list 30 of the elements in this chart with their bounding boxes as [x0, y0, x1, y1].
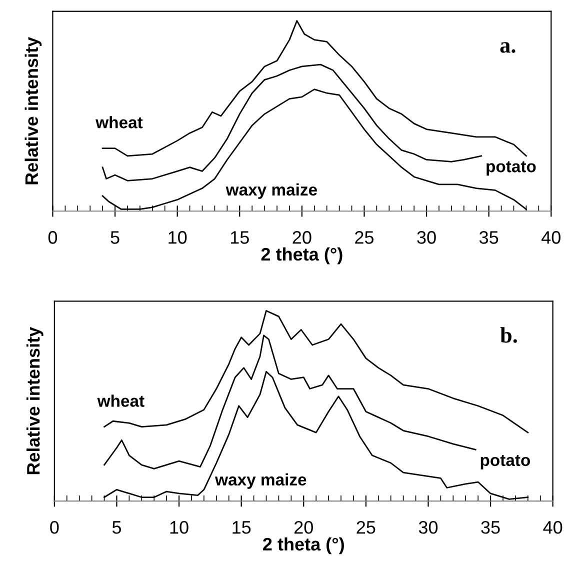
- annotation: b.: [500, 327, 517, 343]
- x-axis-title: 2 theta (°): [263, 537, 344, 554]
- x-tick-label: 15: [232, 521, 251, 534]
- x-tick-label: 10: [168, 231, 187, 244]
- x-tick-label: 35: [481, 520, 500, 534]
- x-tick-label: 20: [294, 520, 313, 534]
- x-tick-label: 5: [112, 521, 121, 534]
- series-label: potato: [486, 161, 536, 176]
- series-label: wheat: [96, 116, 143, 128]
- x-tick-label: 25: [356, 520, 376, 534]
- y-axis-title: Relative intensity: [26, 326, 44, 474]
- x-tick-label: 5: [110, 231, 120, 244]
- x-tick-label: 35: [479, 231, 498, 244]
- series-label: waxy maize: [226, 183, 317, 199]
- x-tick-label: 40: [542, 231, 560, 244]
- y-axis-title: Relative intensity: [24, 37, 42, 184]
- x-tick-label: 20: [292, 231, 312, 244]
- x-tick-label: 0: [50, 520, 59, 534]
- x-tick-label: 40: [543, 520, 562, 534]
- series-label: wheat: [97, 394, 144, 407]
- x-tick-label: 30: [418, 520, 438, 534]
- x-tick-label: 10: [170, 520, 188, 534]
- x-tick-label: 25: [355, 231, 374, 244]
- annotation: a.: [500, 42, 516, 53]
- x-axis-title: 2 theta (°): [261, 247, 342, 264]
- series-label: waxy maize: [215, 473, 306, 489]
- x-tick-label: 0: [48, 231, 58, 244]
- x-tick-label: 15: [230, 231, 249, 244]
- x-tick-label: 30: [417, 231, 436, 244]
- series-label: potato: [480, 455, 530, 470]
